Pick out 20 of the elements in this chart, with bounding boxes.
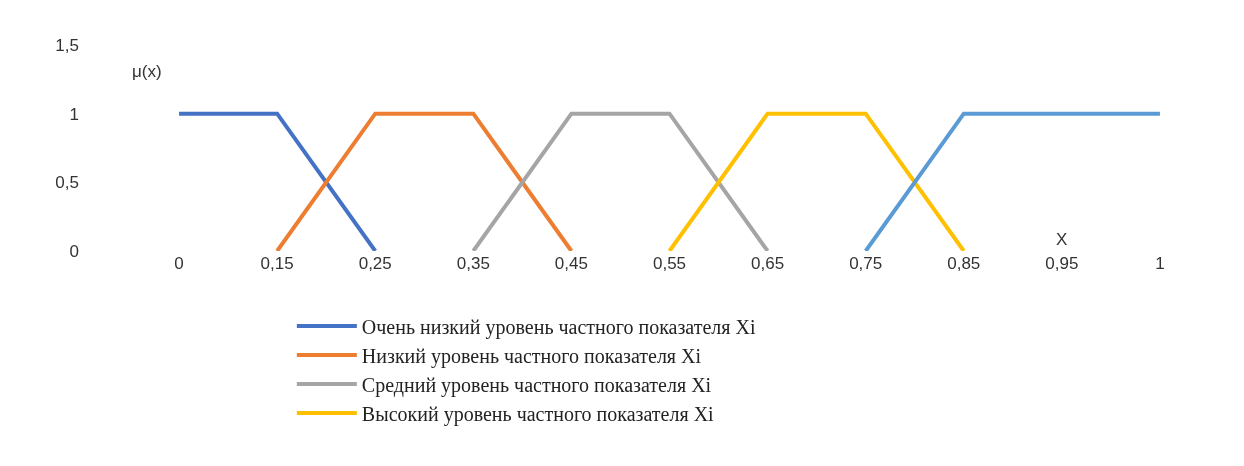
x-tick-label: 0,55	[652, 254, 687, 273]
x-tick-label: 1	[1155, 254, 1165, 273]
x-tick-label: 0,15	[260, 254, 294, 273]
x-tick-label: 0,95	[1045, 254, 1079, 273]
legend-label: Низкий уровень частного показателя Xi	[361, 344, 702, 368]
y-tick-label: 0,5	[55, 173, 79, 193]
legend-label: Очень низкий уровень частного показателя Xi	[361, 315, 756, 339]
x-tick-label: 0,35	[456, 254, 490, 273]
x-tick-label: 0,75	[849, 254, 883, 273]
x-tick-label: 0,25	[358, 254, 392, 273]
y-tick-label: 1	[69, 104, 79, 124]
y-axis-title: μ(x)	[132, 62, 162, 81]
x-tick-label: 0	[174, 254, 184, 273]
legend-label: Высокий уровень частного показателя Xi	[361, 402, 715, 426]
y-tick-label: 1,5	[55, 35, 79, 55]
legend-label: Средний уровень частного показателя Xi	[361, 373, 712, 397]
x-tick-label: 0,45	[554, 254, 588, 273]
x-tick-label: 0,85	[947, 254, 981, 273]
x-tick-label: 0,65	[751, 254, 785, 273]
x-axis-title: X	[1056, 230, 1068, 249]
